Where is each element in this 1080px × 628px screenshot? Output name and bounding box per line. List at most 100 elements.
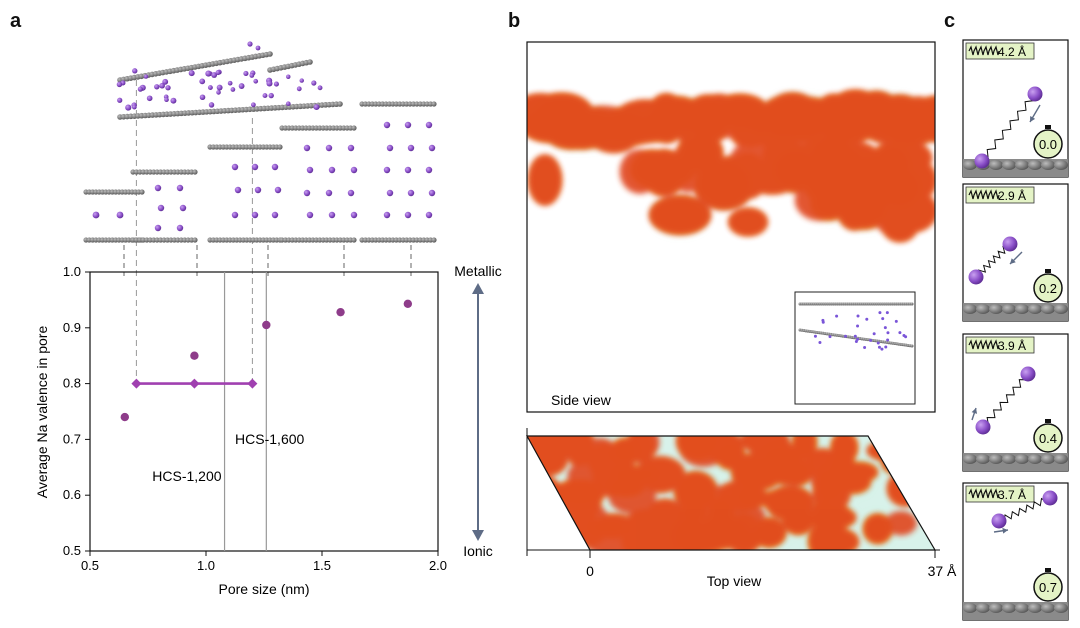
stopwatch-icon: [1045, 568, 1051, 572]
sodium-atom: [884, 345, 888, 349]
density-blob: [782, 504, 815, 535]
spring-bond: [975, 241, 1011, 278]
x-tick-label: 1.5: [313, 558, 331, 573]
sodium-atom: [425, 166, 433, 174]
sodium-atom: [216, 84, 223, 91]
density-blob: [899, 439, 935, 466]
sodium-dynamics-frames: 4.2 Å 0.0 2.9 Å 0.2 3.9 Å 0.4 3.7 Å 0.7: [962, 39, 1069, 621]
sodium-atom: [286, 74, 291, 79]
carbon-atom: [1002, 160, 1016, 170]
sodium-atom: [176, 224, 184, 232]
sodium-atom: [208, 102, 215, 108]
x-axis-label: Pore size (nm): [218, 581, 309, 597]
carbon-atom: [989, 454, 1003, 464]
density-blob: [900, 438, 919, 460]
density-blob: [873, 436, 920, 467]
sodium-atom: [165, 85, 171, 91]
sodium-atom: [425, 211, 433, 219]
spring-icon: [968, 339, 1000, 350]
density-blob: [632, 436, 660, 458]
spring-bond: [998, 495, 1050, 523]
sodium-atom: [299, 78, 304, 83]
sodium-atom: [881, 317, 885, 321]
sodium-atom: [154, 184, 162, 192]
stopwatch-icon: [1045, 125, 1051, 129]
carbon-atom: [1041, 454, 1055, 464]
distance-value: 3.7 Å: [998, 487, 1026, 502]
density-blob: [881, 447, 905, 474]
sodium-atom: [285, 101, 291, 107]
carbon-atom: [1041, 304, 1055, 314]
x-tick-label: 0.5: [81, 558, 99, 573]
sodium-atom: [328, 166, 336, 174]
sodium-atom: [325, 189, 333, 197]
carbon-atom: [910, 302, 914, 306]
panel-letter-a: a: [10, 10, 22, 32]
density-blob: [886, 470, 924, 507]
y-tick-label: 0.7: [63, 431, 81, 446]
sodium-atom: [311, 80, 317, 86]
x-tick-label: 1.0: [197, 558, 215, 573]
distance-value: 4.2 Å: [998, 44, 1026, 59]
sodium-atom: [904, 335, 908, 339]
data-point: [336, 307, 345, 317]
y-tick-label: 0.5: [63, 543, 81, 558]
carbon-atom: [431, 237, 437, 243]
density-blob: [541, 523, 565, 541]
carbon-atom: [1028, 304, 1042, 314]
density-blob: [728, 207, 768, 237]
sodium-atom: [271, 163, 279, 171]
sodium-atom: [313, 104, 320, 111]
density-blob: [527, 154, 563, 206]
plot-frame: [89, 271, 439, 552]
sodium-atom: [176, 184, 184, 192]
data-point: [120, 412, 129, 422]
sodium-atom: [170, 97, 177, 104]
dynamics-frame: 2.9 Å 0.2: [962, 183, 1069, 322]
top-view-density-map: [527, 436, 935, 550]
sodium-atom: [216, 90, 221, 95]
density-blob: [890, 436, 935, 459]
metallic-label: Metallic: [454, 263, 501, 279]
sodium-atom: [274, 186, 282, 194]
sodium-atom: [231, 211, 239, 219]
sodium-atom: [853, 334, 857, 338]
carbon-atom: [277, 144, 283, 150]
valence-chart: 0.5 1.0 1.5 2.0 0.5 0.6 0.7 0.8 0.9 1.0 Pore size…: [34, 263, 502, 597]
sodium-atom: [227, 80, 233, 86]
sodium-atom: [243, 70, 249, 77]
panel-letter-c: c: [944, 10, 956, 32]
density-blob: [877, 436, 917, 464]
spring-bond: [981, 92, 1035, 162]
carbon-atom: [976, 304, 990, 314]
sodium-atom: [207, 85, 213, 91]
carbon-atom: [963, 304, 977, 314]
sodium-atom: [968, 269, 984, 285]
arrow-head-icon: [1002, 527, 1008, 534]
carbon-atom: [976, 603, 990, 613]
data-point: [403, 299, 413, 309]
sodium-atom: [383, 166, 391, 174]
carbon-atom: [989, 160, 1003, 170]
density-blob: [897, 436, 922, 463]
density-blob: [892, 436, 935, 458]
y-tick-label: 0.9: [63, 320, 81, 335]
density-blob: [528, 475, 558, 497]
carbon-atom: [1002, 603, 1016, 613]
sodium-atom: [157, 204, 165, 212]
carbon-atom: [307, 59, 313, 65]
sodium-atom: [347, 189, 355, 197]
y-tick-label: 0.8: [63, 376, 81, 391]
sodium-atom: [974, 153, 990, 169]
sodium-atom: [154, 224, 162, 232]
density-blob: [901, 441, 932, 464]
hcs-label: HCS-1,600: [235, 431, 304, 447]
density-blob: [587, 518, 630, 536]
carbon-atom: [963, 454, 977, 464]
density-blob: [676, 436, 722, 462]
carbon-atom: [1041, 160, 1055, 170]
sodium-atom: [159, 82, 165, 89]
sodium-atom: [407, 189, 415, 197]
sodium-atom: [231, 163, 239, 171]
sodium-atom: [844, 334, 848, 338]
